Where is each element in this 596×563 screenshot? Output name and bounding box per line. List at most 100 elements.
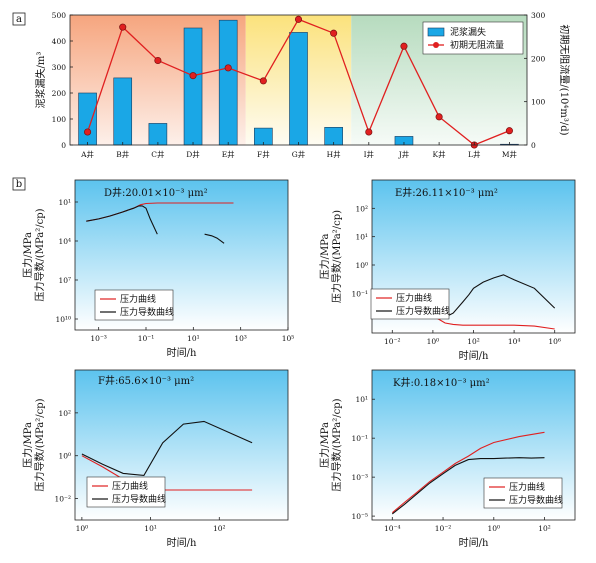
x-tick-label: 10²	[538, 524, 551, 533]
right-tick-label: 0	[531, 141, 536, 150]
panel-label-box	[12, 177, 26, 191]
flow-point	[119, 23, 127, 31]
category-label: A井	[80, 149, 94, 159]
bar	[113, 77, 133, 146]
x-tick-label: 10²	[213, 524, 226, 533]
x-tick-label: 10⁰	[76, 524, 89, 533]
right-tick-label: 200	[531, 54, 546, 63]
left-tick-label: 200	[52, 89, 67, 98]
legend-box	[422, 21, 524, 55]
panel-label: b	[16, 179, 22, 190]
category-label: B井	[116, 149, 130, 159]
category-label: F井	[257, 149, 270, 159]
bar	[183, 27, 203, 146]
bar	[289, 32, 308, 146]
derivative-curve	[86, 205, 158, 235]
y-tick-label: 10⁷	[58, 276, 71, 285]
bar	[78, 92, 97, 146]
y-tick-label: 10²	[355, 204, 368, 213]
y-tick-label: 10¹	[355, 233, 368, 242]
legend-box	[86, 476, 166, 508]
category-label: M井	[502, 149, 518, 159]
flow-point	[365, 128, 373, 136]
legend-label-derivative: 压力导数曲线	[112, 493, 166, 505]
y-tick-label: 10¹⁰	[55, 315, 71, 324]
category-label: D井	[186, 149, 200, 159]
x-tick-label: 10¹	[144, 524, 157, 533]
legend-label-pressure: 压力曲线	[396, 292, 432, 304]
flow-point	[84, 128, 92, 136]
y-tick-label: 10⁴	[58, 237, 71, 246]
left-tick-label: 300	[52, 63, 67, 72]
x-tick-label: 10⁰	[427, 337, 440, 346]
x-axis-label: 时间/h	[459, 349, 489, 362]
panel-label: a	[16, 14, 22, 25]
right-tick-label: 100	[531, 98, 546, 107]
legend-box	[370, 288, 450, 320]
x-tick-label: 10¹	[187, 334, 200, 343]
y-tick-label: 10¹	[355, 395, 368, 404]
category-label: J井	[398, 149, 410, 159]
bar	[148, 123, 168, 146]
x-tick-label: 10²	[467, 337, 480, 346]
legend-label-derivative: 压力导数曲线	[509, 494, 563, 506]
x-axis-label: 时间/h	[459, 536, 489, 549]
flow-point	[224, 64, 232, 72]
x-tick-label: 10⁴	[508, 337, 521, 346]
flow-point	[400, 42, 408, 50]
y-axis-label-pressure: 压力/MPa	[318, 422, 331, 468]
category-label: L井	[468, 149, 481, 159]
legend-line-label: 初期无阻流量	[450, 39, 504, 51]
category-label: G井	[292, 149, 306, 159]
plot-frame	[74, 179, 289, 331]
y-tick-label: 10⁰	[355, 261, 368, 270]
legend-bar-label: 泥浆漏失	[450, 26, 486, 38]
category-label: H井	[327, 149, 342, 159]
legend-label-derivative: 压力导数曲线	[120, 306, 174, 318]
y-tick-label: 10⁻⁵	[351, 512, 368, 521]
legend-label-pressure: 压力曲线	[120, 293, 156, 305]
y-axis-label-derivative: 压力导数/(MPa²/cp)	[33, 398, 46, 491]
y-axis-label-pressure: 压力/MPa	[318, 234, 331, 280]
derivative-curve	[391, 457, 545, 515]
category-label: I井	[364, 149, 375, 159]
panel-label-box	[12, 12, 26, 26]
y-axis-label-derivative: 压力导数/(MPa²/cp)	[33, 208, 46, 301]
x-axis-label: 时间/h	[167, 536, 197, 549]
derivative-curve	[204, 233, 225, 244]
category-label: C井	[151, 149, 165, 159]
x-axis-label: 时间/h	[167, 346, 197, 359]
well-title: D井:20.01×10⁻³ μm²	[104, 186, 208, 199]
x-tick-label: 10⁻²	[435, 524, 452, 533]
flow-point	[435, 113, 443, 121]
x-tick-label: 10⁻¹	[138, 334, 155, 343]
x-tick-label: 10⁻³	[90, 334, 107, 343]
y-tick-label: 10¹	[58, 198, 71, 207]
left-tick-label: 400	[52, 37, 67, 46]
pressure-curve	[432, 315, 555, 330]
legend-label-derivative: 压力导数曲线	[396, 305, 450, 317]
plot-frame	[74, 369, 289, 521]
y-axis-label-pressure: 压力/MPa	[21, 422, 34, 468]
derivative-curve	[432, 274, 556, 319]
well-title: F井:65.6×10⁻³ μm²	[98, 374, 194, 387]
well-title: K井:0.18×10⁻³ μm²	[393, 376, 490, 389]
derivative-curve	[81, 420, 253, 476]
y-axis-label-derivative: 压力导数/(MPa²/cp)	[330, 398, 343, 491]
category-label: K井	[433, 149, 447, 159]
y-axis-label-left: 泥浆漏失/m³	[34, 52, 47, 109]
y-tick-label: 10⁻³	[351, 473, 368, 482]
left-tick-label: 500	[52, 11, 67, 20]
flow-point	[294, 15, 303, 23]
legend-box	[483, 477, 563, 509]
left-tick-label: 0	[61, 141, 66, 150]
y-axis-label-right: 初期无阻流量/(10⁴m³/d)	[558, 24, 571, 135]
category-label: E井	[222, 149, 235, 159]
y-tick-label: 10⁻¹	[351, 434, 368, 443]
flow-point	[189, 72, 197, 80]
flow-point	[154, 56, 162, 65]
x-tick-label: 10³	[234, 334, 247, 343]
legend-label-pressure: 压力曲线	[509, 481, 545, 493]
x-tick-label: 10⁵	[282, 334, 295, 343]
